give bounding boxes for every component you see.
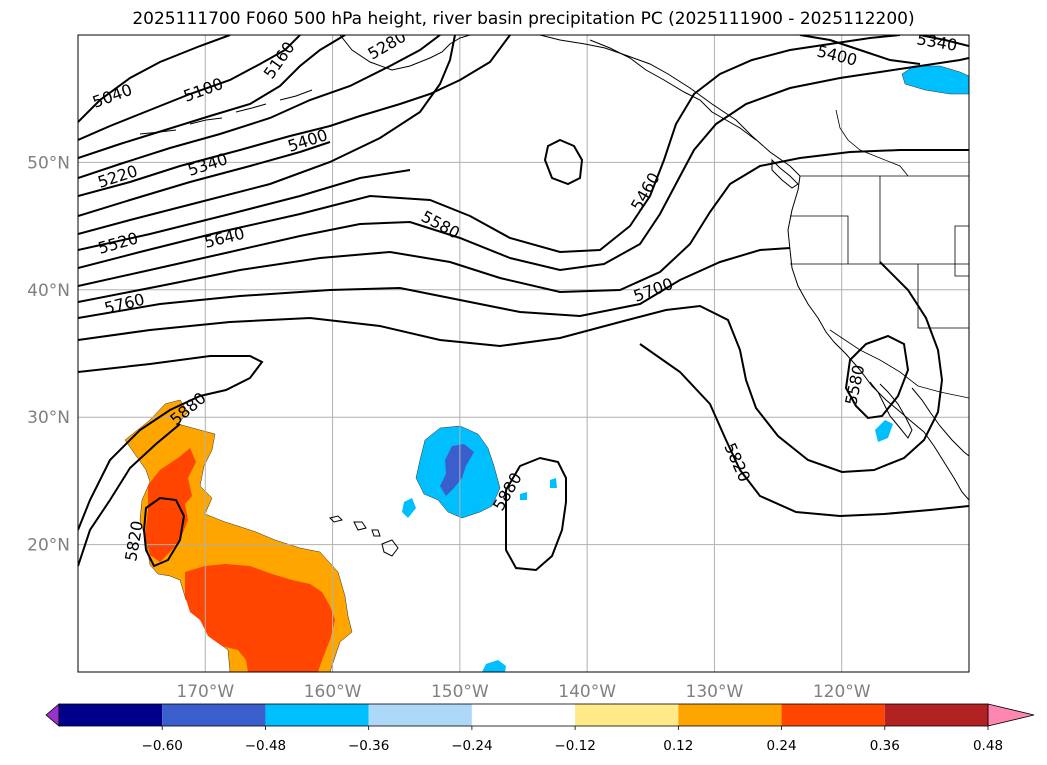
contour-5400-alaska — [799, 35, 921, 65]
contour-5340-alaska — [919, 35, 969, 47]
colorbar-extend-high — [987, 703, 1035, 727]
precip-skyblue-baja — [875, 420, 893, 442]
lat-tick-label: 50°N — [27, 153, 70, 173]
political-borders — [790, 109, 969, 399]
map-title: 2025111700 F060 500 hPa height, river ba… — [132, 9, 915, 29]
contour-5100 — [78, 35, 301, 141]
hawaii-islands — [329, 515, 381, 537]
lon-tick-label: 130°W — [686, 682, 744, 702]
colorbar-segment — [678, 704, 782, 726]
colorbar-segment — [471, 704, 576, 726]
precip-shading — [124, 65, 969, 672]
contour-5640 — [78, 149, 969, 303]
height-contours — [78, 35, 969, 572]
contour-5460-low — [543, 138, 584, 186]
lon-tick-label: 170°W — [176, 682, 234, 702]
precip-skyblue-small3 — [520, 492, 527, 500]
precip-skyblue-small2 — [550, 478, 557, 488]
contour-5040 — [78, 35, 231, 123]
lat-tick-label: 30°N — [27, 408, 70, 428]
colorbar-segment — [884, 704, 988, 726]
colorbar-tick-label: −0.36 — [348, 738, 389, 754]
colorbar-tick-label: 0.24 — [767, 738, 797, 754]
colorbar-frame — [58, 703, 989, 727]
colorbar-segment — [265, 704, 369, 726]
contour-5460 — [78, 169, 411, 251]
contour-5580-east-loop — [844, 334, 910, 420]
colorbar-segment — [575, 704, 679, 726]
colorbar-tick-label: 0.12 — [663, 738, 693, 754]
precip-redorange-region-2 — [185, 564, 335, 672]
lon-tick-label: 160°W — [304, 682, 362, 702]
colorbar-segment — [368, 704, 472, 726]
latitude-labels: 20°N 30°N 40°N 50°N — [27, 153, 70, 555]
hawaii-big-island — [381, 539, 399, 557]
contour-5820-east — [639, 343, 969, 518]
precip-skyblue-south — [482, 660, 506, 672]
colorbar-extend-low — [45, 703, 60, 727]
gridlines — [78, 35, 969, 672]
precip-skyblue-alaska — [901, 65, 969, 95]
colorbar-segment — [59, 704, 163, 726]
lon-tick-label: 140°W — [558, 682, 616, 702]
contour-5880-loop — [505, 456, 567, 572]
contour-5880-low — [78, 423, 181, 567]
colorbar-tick-label: −0.48 — [245, 738, 286, 754]
colorbar: −0.60 −0.48 −0.36 −0.24 −0.12 0.12 0.24 0.36 0.4… — [45, 703, 1035, 754]
longitude-labels: 170°W 160°W 150°W 140°W 130°W 120°W — [176, 682, 870, 702]
contour-5280 — [78, 35, 511, 197]
lat-tick-label: 40°N — [27, 281, 70, 301]
contour-5820 — [78, 355, 264, 531]
precip-royalblue-region — [440, 444, 474, 496]
state-borders — [790, 176, 969, 399]
contour-5340 — [78, 141, 331, 217]
map-plot-area: 5040 5100 5160 5280 5220 5340 5400 5520 … — [78, 35, 969, 672]
contour-5400 — [78, 35, 456, 235]
vancouver-island — [771, 158, 799, 189]
colorbar-segment — [781, 704, 885, 726]
contour-5220 — [78, 35, 441, 179]
colorbar-tick-label: 0.36 — [870, 738, 900, 754]
north-america-coast — [539, 35, 969, 501]
precip-skyblue-small — [402, 498, 416, 518]
lon-tick-label: 150°W — [431, 682, 489, 702]
precip-redorange-region-1 — [145, 448, 196, 562]
contour-5520 — [78, 35, 901, 269]
colorbar-tick-label: −0.24 — [451, 738, 492, 754]
contour-5700 — [78, 247, 791, 319]
colorbar-segment — [162, 704, 266, 726]
gulf-of-california-east — [911, 387, 969, 457]
lon-tick-label: 120°W — [813, 682, 871, 702]
contour-5580 — [78, 57, 969, 287]
canada-alaska-border — [835, 109, 909, 177]
contour-5160 — [78, 35, 346, 159]
colorbar-tick-label: 0.48 — [973, 738, 1003, 754]
alaska-coast — [339, 35, 757, 141]
contour-5760 — [78, 261, 944, 474]
great-lakes-edge — [954, 225, 969, 277]
colorbar-tick-label: −0.12 — [554, 738, 595, 754]
lat-tick-label: 20°N — [27, 536, 70, 556]
plot-frame — [77, 34, 970, 673]
colorbar-tick-label: −0.60 — [142, 738, 183, 754]
contour-5820-loop-west — [142, 496, 186, 568]
